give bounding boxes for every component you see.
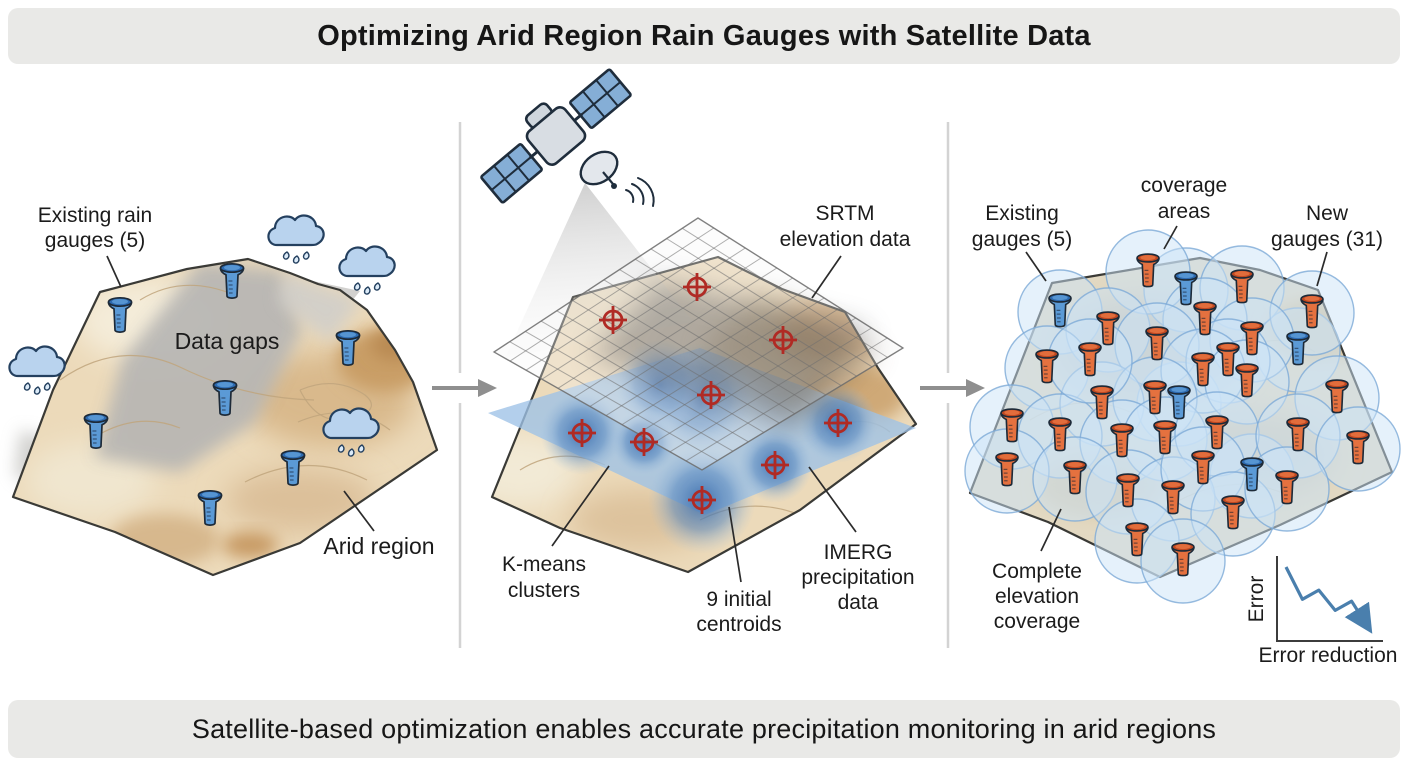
grid-line [540,320,749,443]
grid-line [541,247,746,380]
signal-waves-icon [625,177,655,207]
grid-line [619,269,826,396]
grid-line [603,279,811,405]
grid-line [634,258,842,386]
panel-dividers [458,122,950,648]
terrain-before [13,259,437,575]
srtm-grid-layer [492,217,905,471]
leader-new-gauges [1316,251,1328,287]
label-new-gauges-line2: gauges (31) [1271,228,1383,251]
error-trend-line [1284,566,1373,634]
label-existing-after-line1: Existing [985,202,1059,225]
grid-line [573,267,778,398]
grid-line [605,287,809,416]
caption-text: Satellite-based optimization enables acc… [191,713,1217,744]
label-coverage-line2: areas [1158,200,1211,223]
label-existing-rain-gauges-line2: gauges (5) [45,229,145,252]
grid-line [653,317,856,444]
grid-line [621,297,825,426]
label-data-gaps: Data gaps [175,328,280,354]
label-complete-line1: Complete [992,560,1082,583]
leader-complete-coverage [1040,508,1062,552]
label-existing-after-line2: gauges (5) [972,228,1072,251]
grid-line [525,237,730,371]
satellite-dish [579,150,619,189]
grid-line [587,289,796,415]
label-srtm-line2: elevation data [780,228,911,251]
panel-process: SRTM elevation data K-means clusters 9 i… [480,68,918,636]
label-existing-rain-gauges-line1: Existing rain [38,204,152,227]
leader-kmeans [551,465,610,547]
grid-line [669,327,872,453]
chart-axes [1276,556,1383,642]
grid-line [589,277,793,407]
panel-after: Existing gauges (5) coverage areas New g… [964,174,1401,667]
label-centroids-line2: centroids [696,613,781,636]
leader-existing-gauges [106,255,122,288]
srtm-grid-lines [493,217,904,471]
label-arid-region: Arid region [323,533,434,559]
label-imerg-line3: data [838,591,879,614]
error-reduction-chart: Error Error reduction [1245,556,1397,667]
label-new-gauges-line1: New [1306,202,1349,225]
map-outline-before [11,257,439,577]
page-title: Optimizing Arid Region Rain Gauges with … [317,19,1091,52]
leader-arid-region [343,490,375,532]
chart-xlabel: Error reduction [1259,644,1398,667]
grid-line [557,257,762,389]
rain-cloud-icon [267,214,325,265]
caption-banner: Satellite-based optimization enables acc… [8,700,1400,758]
label-imerg-line1: IMERG [824,541,893,564]
grid-line [509,227,715,362]
leader-centroids [728,506,742,583]
grid-line [637,307,841,435]
label-coverage-line1: coverage [1141,174,1227,197]
grid-line [509,341,718,462]
grid-line [682,227,888,358]
label-kmeans-line1: K-means [502,553,586,576]
leader-imerg [808,466,857,533]
panel-before: Existing rain gauges (5) Data gaps Arid … [8,204,439,577]
grid-line [650,248,857,377]
leader-existing-after [1025,251,1047,282]
grid-line [525,330,734,452]
chart-ylabel: Error [1245,576,1268,623]
label-kmeans-line2: clusters [508,579,580,602]
title-banner: Optimizing Arid Region Rain Gauges with … [8,8,1400,64]
satellite-icon [480,68,655,207]
label-centroids-line1: 9 initial [706,588,771,611]
flow-arrow-2 [920,379,985,397]
label-complete-line3: coverage [994,610,1080,633]
rain-cloud-icon [338,245,396,296]
leader-coverage-areas [1163,225,1178,250]
grid-line [556,310,765,433]
grid-line [685,337,888,462]
leader-srtm [811,255,842,299]
label-srtm-line1: SRTM [815,202,874,225]
label-imerg-line2: precipitation [801,566,914,589]
label-complete-line2: elevation [995,585,1079,608]
flow-arrow-1 [432,379,497,397]
grid-line [666,238,873,368]
